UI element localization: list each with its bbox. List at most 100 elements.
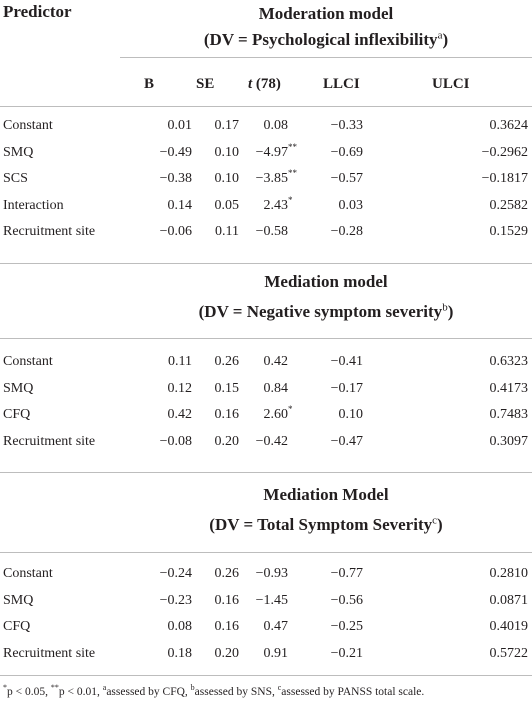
cell-llci: 0.03: [338, 197, 364, 213]
header-divider: [0, 106, 532, 107]
cell-llci: 0.10: [338, 407, 364, 422]
cell-se: 0.16: [214, 619, 240, 634]
cell-b: 0.42: [167, 407, 193, 422]
row-label: Recruitment site: [3, 224, 96, 239]
cell-t: −0.58: [255, 224, 288, 239]
cell-ulci: 0.4173: [489, 380, 529, 396]
cell-t: −0.42: [255, 433, 288, 449]
row-label: Recruitment site: [3, 433, 96, 449]
cell-t: −3.85**: [255, 168, 297, 186]
cell-b: 0.01: [167, 118, 193, 133]
table-row: SCS −0.38 0.10 −3.85** −0.57 −0.1817: [0, 168, 532, 195]
row-label: SMQ: [3, 592, 34, 608]
row-label: CFQ: [3, 619, 31, 634]
cell-b: −0.49: [159, 144, 192, 160]
subheader-divider: [120, 57, 532, 58]
table-row: SMQ −0.23 0.16 −1.45 −0.56 0.0871: [0, 593, 532, 617]
cell-se: 0.26: [214, 354, 240, 369]
cell-ulci: 0.3624: [489, 118, 529, 133]
cell-se: 0.26: [214, 566, 240, 581]
cell-b: 0.12: [167, 380, 193, 396]
cell-ulci: 0.1529: [489, 224, 529, 239]
cell-t: 0.42: [263, 354, 289, 369]
cell-llci: −0.77: [330, 566, 363, 581]
cell-se: 0.20: [214, 433, 240, 449]
cell-ulci: 0.0871: [489, 592, 529, 608]
table-row: Interaction 0.14 0.05 2.43* 0.03 0.2582: [0, 194, 532, 222]
cell-t: 2.43*: [263, 194, 293, 213]
column-header-se: SE: [196, 76, 215, 92]
cell-t: −4.97**: [255, 141, 297, 160]
cell-b: −0.08: [159, 433, 192, 449]
cell-ulci: 0.5722: [489, 645, 529, 661]
cell-se: 0.05: [214, 197, 240, 213]
total-mediation-title-line2: (DV = Total Symptom Severityc): [209, 514, 443, 534]
cell-t: 2.60*: [263, 404, 293, 422]
row-label: SMQ: [3, 380, 34, 396]
cell-b: −0.23: [159, 592, 192, 608]
cell-b: −0.38: [159, 171, 192, 186]
table-bottom-rule: [0, 675, 532, 676]
table-row: Constant 0.11 0.26 0.42 −0.41 0.6323: [0, 354, 532, 378]
cell-t: 0.47: [263, 619, 289, 634]
cell-se: 0.20: [214, 645, 240, 661]
row-label: SMQ: [3, 144, 34, 160]
moderation-title-line1: Moderation model: [258, 4, 394, 23]
cell-ulci: 0.4019: [489, 619, 529, 634]
cell-t: 0.08: [263, 118, 289, 133]
cell-se: 0.15: [214, 380, 240, 396]
table-row: Constant 0.01 0.17 0.08 −0.33 0.3624: [0, 118, 532, 142]
section-divider: [0, 263, 532, 264]
mediation-title-line1: Mediation model: [264, 272, 388, 291]
cell-llci: −0.21: [330, 645, 363, 661]
table-row: Recruitment site 0.18 0.20 0.91 −0.21 0.5722: [0, 646, 532, 670]
cell-t: 0.91: [263, 645, 289, 661]
column-header-llci: LLCI: [323, 76, 360, 92]
cell-llci: −0.47: [330, 433, 363, 449]
section-divider: [0, 338, 532, 339]
cell-llci: −0.28: [330, 224, 363, 239]
row-label: Constant: [3, 354, 53, 369]
cell-ulci: −0.2962: [481, 144, 528, 160]
cell-llci: −0.33: [330, 118, 363, 133]
table-row: Constant −0.24 0.26 −0.93 −0.77 0.2810: [0, 566, 532, 590]
row-label: CFQ: [3, 407, 31, 422]
cell-llci: −0.41: [330, 354, 363, 369]
cell-se: 0.16: [214, 407, 240, 422]
footnote: *p < 0.05, **p < 0.01, aassessed by CFQ,…: [3, 683, 425, 698]
table-row: CFQ 0.42 0.16 2.60* 0.10 0.7483: [0, 404, 532, 431]
row-label: Constant: [3, 566, 53, 581]
moderation-title-line2: (DV = Psychological inflexibilitya): [203, 29, 449, 49]
cell-b: 0.08: [167, 619, 193, 634]
cell-t: −1.45: [255, 592, 288, 608]
cell-llci: −0.57: [330, 171, 363, 186]
cell-llci: −0.25: [330, 619, 363, 634]
cell-se: 0.10: [214, 171, 240, 186]
cell-ulci: −0.1817: [481, 171, 528, 186]
cell-se: 0.17: [214, 118, 240, 133]
cell-ulci: 0.6323: [489, 354, 529, 369]
table-row: Recruitment site −0.06 0.11 −0.58 −0.28 0.152…: [0, 224, 532, 248]
cell-se: 0.10: [214, 144, 240, 160]
cell-se: 0.11: [215, 224, 239, 239]
table-row: SMQ −0.49 0.10 −4.97** −0.69 −0.2962: [0, 141, 532, 169]
table-row: CFQ 0.08 0.16 0.47 −0.25 0.4019: [0, 619, 532, 643]
column-header-b: B: [144, 76, 155, 92]
cell-ulci: 0.7483: [489, 407, 529, 422]
cell-b: −0.06: [159, 224, 192, 239]
cell-b: 0.11: [168, 354, 192, 369]
cell-ulci: 0.3097: [489, 433, 529, 449]
cell-llci: −0.17: [330, 380, 363, 396]
cell-b: −0.24: [159, 566, 192, 581]
cell-b: 0.18: [167, 645, 193, 661]
mediation-title-line2: (DV = Negative symptom severityb): [198, 301, 454, 321]
section-divider: [0, 472, 532, 473]
row-label: Recruitment site: [3, 645, 96, 661]
cell-ulci: 0.2810: [489, 566, 529, 581]
cell-se: 0.16: [214, 592, 240, 608]
total-mediation-title-line1: Mediation Model: [263, 485, 389, 504]
column-header-ulci: ULCI: [432, 76, 470, 92]
section-divider: [0, 552, 532, 553]
row-label: Constant: [3, 118, 53, 133]
